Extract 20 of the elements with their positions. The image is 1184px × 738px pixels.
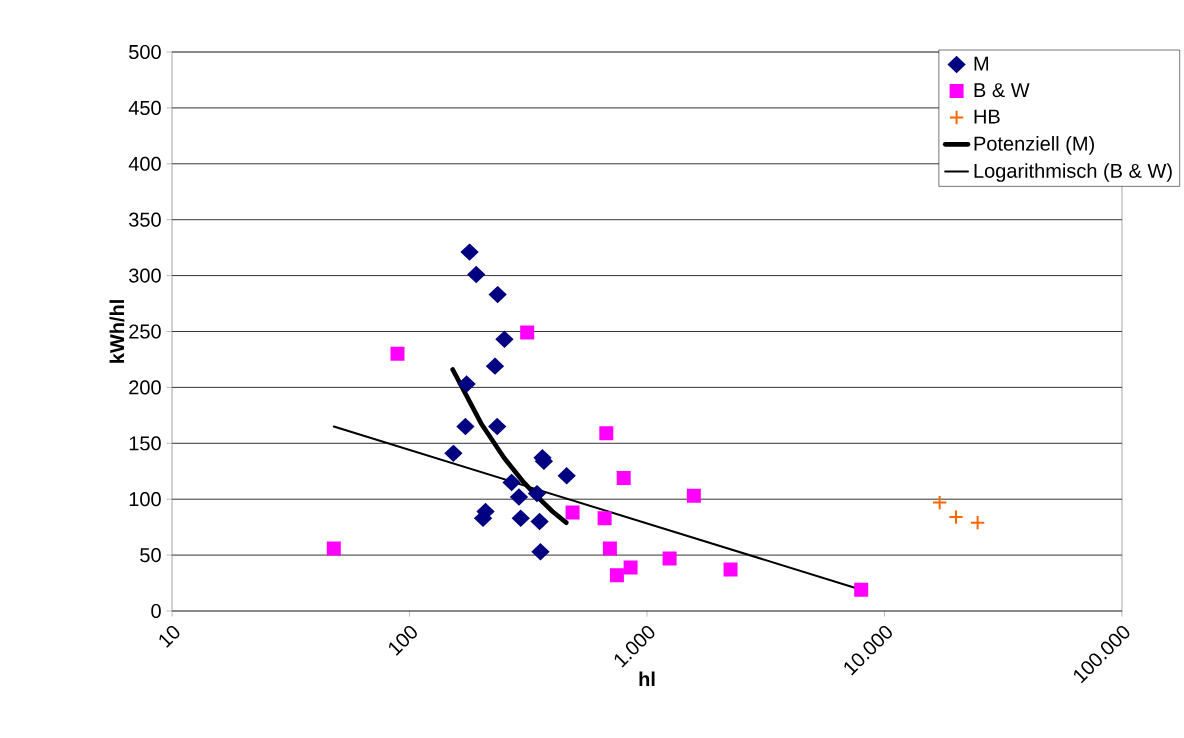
legend-label: HB (974, 109, 1000, 124)
x-tick-label: 100 (389, 625, 417, 656)
y-tick-label: 0 (151, 603, 161, 619)
x-axis-title: hl (639, 671, 655, 686)
y-tick-label: 150 (129, 436, 161, 451)
legend-label: B & W (974, 83, 1030, 98)
y-tick-label: 200 (129, 380, 161, 395)
y-tick-label: 50 (140, 548, 161, 563)
y-tick-label: 100 (129, 492, 161, 507)
y-tick-label: 250 (129, 324, 161, 339)
y-tick-label: 350 (129, 212, 161, 227)
x-tick-label: 10 (159, 625, 180, 648)
legend-label: Potenziell (M) (974, 136, 1094, 155)
y-tick-label: 500 (129, 44, 161, 60)
y-axis-title: kWh/hl (109, 300, 125, 363)
legend-label: M (974, 56, 988, 71)
y-tick-label: 400 (128, 156, 161, 171)
legend-label: Logarithmisch (B & W) (974, 163, 1172, 182)
y-tick-label: 450 (128, 100, 161, 115)
y-tick-label: 300 (129, 268, 161, 283)
